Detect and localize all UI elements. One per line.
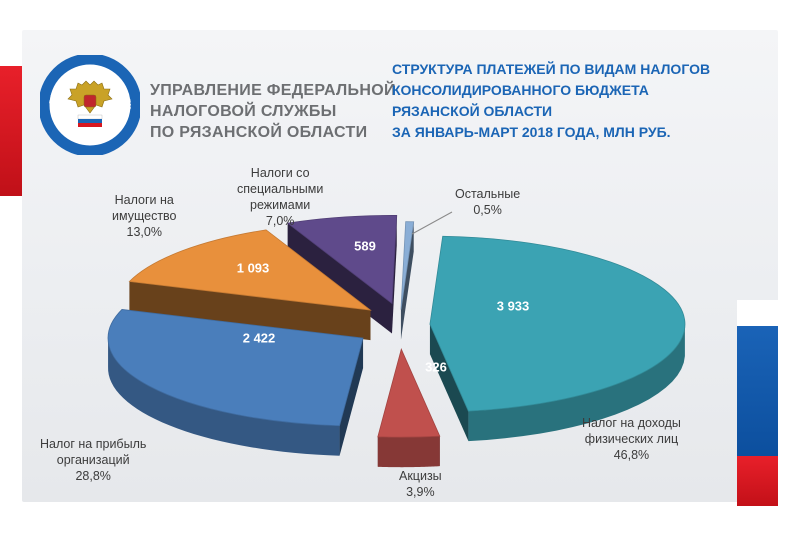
organization-name: Управление федеральной налоговой службы … <box>150 80 396 143</box>
label-excise: Акцизы 3,9% <box>399 469 442 499</box>
chart-title-line-4: ЗА ЯНВАРЬ-МАРТ 2018 ГОДА, МЛН РУБ. <box>392 124 671 140</box>
flag-stripe-white <box>737 300 778 326</box>
pie-slice-wall <box>339 338 364 456</box>
pie-slice-wall <box>400 221 414 340</box>
pie-slice-profit-tax <box>107 309 364 456</box>
chart-title-line-2: КОНСОЛИДИРОВАННОГО БЮДЖЕТА <box>392 82 649 98</box>
chart-title-line-1: СТРУКТУРА ПЛАТЕЖЕЙ ПО ВИДАМ НАЛОГОВ <box>392 61 711 77</box>
pie-slice-other <box>400 221 415 340</box>
org-line-3: по Рязанской области <box>150 124 368 141</box>
pie-slice-special-regimes <box>286 215 398 334</box>
chart-title: СТРУКТУРА ПЛАТЕЖЕЙ ПО ВИДАМ НАЛОГОВ КОНС… <box>392 59 742 143</box>
pie-slice-top <box>286 215 398 305</box>
leader-line-other <box>411 211 453 235</box>
pie-slice-ndfl <box>429 235 686 442</box>
pie-slice-top <box>377 347 441 438</box>
org-line-2: налоговой службы <box>150 103 337 120</box>
pie-slice-top <box>400 221 415 310</box>
value-property-tax: 1 093 <box>236 260 270 276</box>
flag-stripe-blue <box>737 326 778 456</box>
flag-stripe-red-right <box>737 456 778 506</box>
pie-slice-wall <box>429 324 469 442</box>
pie-slice-wall <box>129 281 371 341</box>
value-special-regimes: 589 <box>354 238 376 254</box>
pie-slice-property-tax <box>128 229 372 341</box>
pie-slice-excise <box>377 347 441 468</box>
flag-stripe-red <box>0 66 22 196</box>
pie-slice-side <box>377 436 440 468</box>
value-profit-tax: 2 422 <box>242 330 276 346</box>
pie-slice-top <box>107 309 364 427</box>
value-excise: 326 <box>425 359 447 375</box>
pie-slice-side <box>108 336 340 456</box>
pie-slice-wall <box>391 215 397 334</box>
label-other: Остальные 0,5% <box>455 187 521 217</box>
org-line-1: Управление федеральной <box>150 82 396 99</box>
value-ndfl: 3 933 <box>496 298 530 314</box>
pie-slice-side <box>468 326 685 442</box>
label-profit-tax: Налог на прибыль организаций 28,8% <box>40 437 147 483</box>
pie-slice-top <box>128 229 372 311</box>
label-special-regimes: Налоги со специальными режимами 7,0% <box>237 166 324 228</box>
chart-title-line-3: РЯЗАНСКОЙ ОБЛАСТИ <box>392 103 553 119</box>
label-property-tax: Налоги на имущество 13,0% <box>112 193 177 239</box>
pie-slice-wall <box>287 223 392 334</box>
label-ndfl: Налог на доходы физических лиц 46,8% <box>582 416 681 462</box>
pie-slice-top <box>429 235 686 412</box>
fns-emblem-icon: ФЕДЕРАЛЬНАЯ НАЛОГОВАЯ СЛУЖБА <box>40 55 140 155</box>
